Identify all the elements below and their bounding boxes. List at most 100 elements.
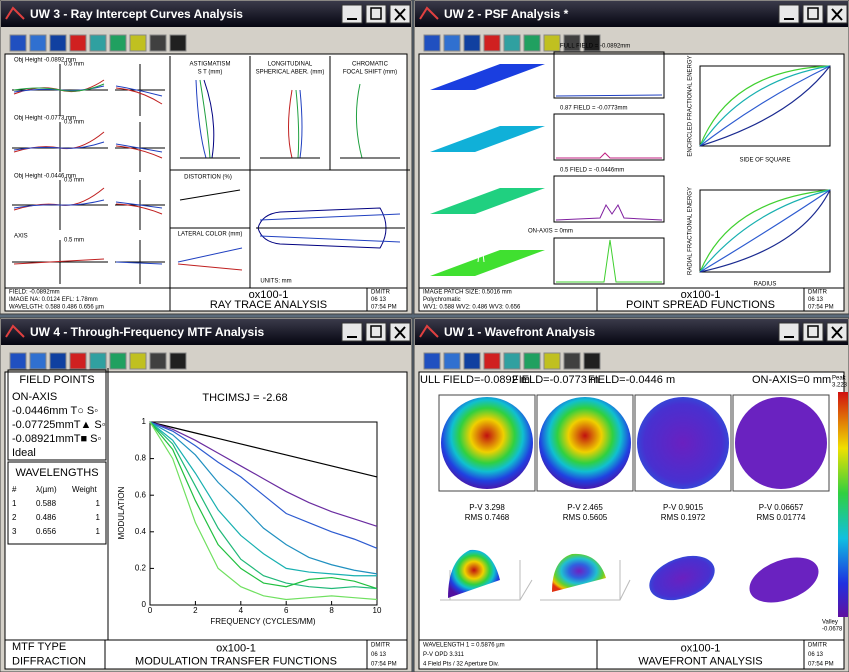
glyph (807, 325, 819, 338)
toolbar-button[interactable] (483, 352, 501, 370)
field-point: ON-AXIS (12, 391, 57, 403)
toolbar-button[interactable] (563, 34, 581, 52)
glyph (370, 325, 382, 338)
window-title: UW 4 - Through-Frequency MTF Analysis (30, 325, 265, 339)
toolbar-button[interactable] (69, 352, 87, 370)
footer-stamp: 07:54 PM (371, 305, 397, 311)
toolbar-button[interactable] (543, 352, 561, 370)
footer-stamp: 07:54 PM (808, 662, 834, 668)
x-tick-label: 2 (193, 606, 198, 615)
footer-info: WV1: 0.588 WV2: 0.486 WV3: 0.656 (423, 305, 521, 311)
maximize-button[interactable] (802, 322, 824, 342)
content: FIELD: -0.0892mm IMAGE NA: 0.0124 EFL: 1.… (9, 44, 848, 668)
close-button[interactable] (389, 322, 411, 342)
panel-title: S T (mm) (198, 70, 223, 76)
toolbar-button[interactable] (149, 34, 167, 52)
toolbar-button[interactable] (563, 352, 581, 370)
toolbar-button[interactable] (89, 352, 107, 370)
toolbar-button[interactable] (543, 34, 561, 52)
wavefront-maps (438, 392, 848, 617)
field-label: Obj Height -0.0446 mm (14, 174, 76, 180)
footer-stamp: DMITR (371, 289, 391, 295)
footer-caption: WAVEFRONT ANALYSIS (638, 656, 762, 668)
panel-title: UNITS: mm (260, 279, 291, 285)
field-label: AXIS (14, 234, 28, 240)
toolbar-button[interactable] (503, 34, 521, 52)
close-button[interactable] (826, 4, 848, 24)
toolbar-button[interactable] (523, 352, 541, 370)
toolbar-button[interactable] (423, 352, 441, 370)
maximize-button[interactable] (802, 4, 824, 24)
toolbar-button[interactable] (9, 352, 27, 370)
footer-stamp: 06 13 (808, 297, 824, 303)
toolbar-button[interactable] (523, 34, 541, 52)
y-tick-label: 0.6 (135, 490, 147, 499)
axis-label: RADIUS (754, 282, 777, 288)
panel-title: FOCAL SHIFT (mm) (343, 70, 397, 76)
toolbar-button[interactable] (463, 34, 481, 52)
minimize-button[interactable] (341, 322, 363, 342)
y-tick-label: 0 (142, 600, 147, 609)
panel-title: FIELD POINTS (19, 374, 94, 386)
maximize-button[interactable] (365, 322, 387, 342)
toolbar-button[interactable] (503, 352, 521, 370)
footer-stamp: 07:54 PM (371, 662, 397, 668)
wavefront-stat: P-V 3.298 (469, 503, 505, 512)
x-tick-label: 0 (148, 606, 153, 615)
field-point: Ideal (12, 447, 36, 459)
toolbar-button[interactable] (9, 34, 27, 52)
psf-field: FULL FIELD = -0.0892mm (560, 44, 630, 50)
toolbar-button[interactable] (423, 34, 441, 52)
x-tick-label: 10 (373, 606, 382, 615)
window: UW 4 - Through-Frequency MTF Analysis (0, 317, 413, 672)
toolbar-button[interactable] (29, 34, 47, 52)
toolbar-button[interactable] (129, 34, 147, 52)
toolbar-button[interactable] (149, 352, 167, 370)
field-point: -0.07725mmT▲ S◦ (12, 419, 106, 431)
toolbar-button[interactable] (109, 352, 127, 370)
toolbar-button[interactable] (49, 352, 67, 370)
plot-frame (149, 421, 378, 606)
glyph (370, 7, 382, 20)
minimize-box (341, 322, 363, 342)
toolbar-button[interactable] (443, 352, 461, 370)
toolbar-button[interactable] (29, 352, 47, 370)
toolbar-button[interactable] (49, 34, 67, 52)
minimize-button[interactable] (778, 4, 800, 24)
toolbar-button[interactable] (583, 352, 601, 370)
toolbar-button[interactable] (169, 352, 187, 370)
minimize-button[interactable] (341, 4, 363, 24)
wavefront-stat: P-V 2.465 (567, 503, 603, 512)
close-button[interactable] (826, 322, 848, 342)
fan-scale: 0.5 mm (64, 238, 84, 244)
toolbar-button[interactable] (129, 352, 147, 370)
wavefront-stat: RMS 0.1972 (661, 513, 706, 522)
window-title: UW 2 - PSF Analysis * (444, 7, 569, 21)
toolbar-button[interactable] (169, 34, 187, 52)
toolbar-button[interactable] (463, 352, 481, 370)
field-label: Obj Height -0.0892 mm (14, 58, 76, 64)
footer-info: 4 Field Pts / 32 Aperture Div. (423, 662, 499, 668)
y-tick-label: 0.4 (135, 527, 147, 536)
minimize-button[interactable] (778, 322, 800, 342)
panel-title: CHROMATIC (352, 62, 389, 68)
toolbar-button[interactable] (443, 34, 461, 52)
toolbar-button[interactable] (109, 34, 127, 52)
footer (4, 639, 408, 670)
wavefront-field: FIELD=-0.0446 m (588, 374, 675, 386)
footer-info: FIELD: -0.0892mm (9, 289, 60, 295)
toolbar-button[interactable] (89, 34, 107, 52)
wavefront-stat: RMS 0.5605 (563, 513, 608, 522)
maximize-button[interactable] (365, 4, 387, 24)
footer-project: ox100-1 (249, 289, 289, 301)
toolbar-button[interactable] (69, 34, 87, 52)
toolbar-button[interactable] (583, 34, 601, 52)
wavefront-stat: P-V 0.06657 (759, 503, 804, 512)
close-button[interactable] (389, 4, 411, 24)
valley-label: Valley (822, 620, 838, 626)
toolbar-button[interactable] (483, 34, 501, 52)
ray-fan-plots (12, 56, 410, 288)
glyph (394, 8, 406, 21)
